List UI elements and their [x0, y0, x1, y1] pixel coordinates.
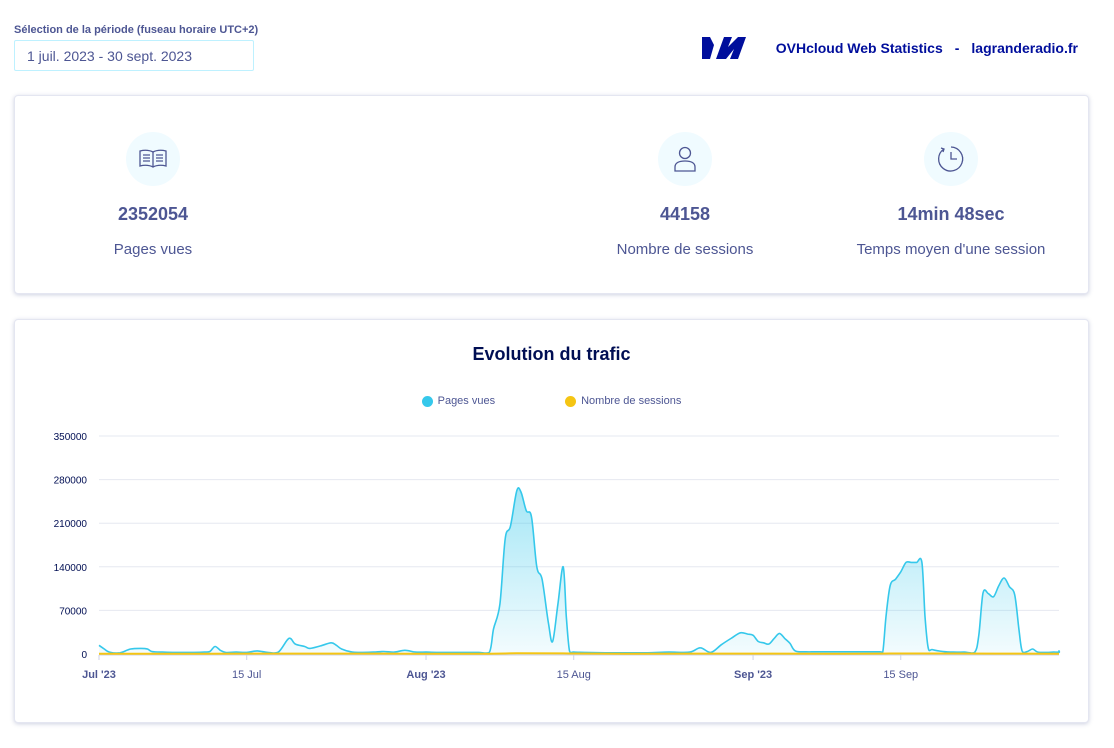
legend-item-page-views[interactable]: Pages vues	[421, 395, 496, 407]
y-tick-label: 280000	[54, 476, 88, 487]
x-tick-label: 15 Sep	[883, 669, 918, 681]
brand-separator: -	[954, 40, 960, 56]
x-tick-label: 15 Jul	[232, 669, 261, 681]
brand-header: OVHcloud Web Statistics - lagranderadio.…	[700, 34, 1078, 62]
stat-page-views: 2352054 Pages vues	[23, 132, 283, 258]
y-tick-label: 210000	[54, 519, 88, 530]
x-tick-label: 15 Aug	[557, 669, 591, 681]
stat-value: 2352054	[117, 204, 189, 224]
stat-icon-circle	[126, 132, 180, 186]
stats-card: 2352054 Pages vues 44158 Nombre de sessi…	[14, 95, 1089, 294]
y-tick-label: 350000	[54, 432, 88, 443]
stat-value: 44158	[659, 204, 711, 224]
legend-dot	[421, 395, 433, 407]
stat-icon-circle	[658, 132, 712, 186]
book-icon	[139, 149, 167, 168]
user-icon	[674, 146, 696, 172]
stat-label: Pages vues	[113, 241, 193, 258]
x-tick-label: Aug '23	[406, 669, 445, 681]
brand-title: OVHcloud Web Statistics	[775, 40, 943, 56]
y-tick-label: 140000	[54, 563, 88, 574]
traffic-chart-card: Evolution du trafic Pages vues Nombre de…	[14, 319, 1089, 723]
y-tick-label: 70000	[59, 606, 87, 617]
y-tick-label: 0	[81, 650, 87, 661]
chart-title: Evolution du trafic	[472, 344, 631, 364]
legend-dot	[565, 395, 577, 407]
stat-session-duration: 14min 48sec Temps moyen d'une session	[821, 132, 1081, 258]
clock-icon	[938, 146, 964, 172]
x-tick-label: Sep '23	[734, 669, 772, 681]
stat-value: 14min 48sec	[897, 204, 1005, 224]
stat-label: Temps moyen d'une session	[856, 241, 1046, 258]
series-line-sessions	[99, 652, 1060, 655]
ovhcloud-logo-icon	[701, 37, 746, 59]
series-area-page-views	[99, 487, 1060, 654]
legend-label: Pages vues	[437, 395, 496, 407]
traffic-chart: 0 70000 140000 210000 280000 350000 Jul '23 15 …	[54, 432, 1061, 681]
stat-icon-circle	[924, 132, 978, 186]
brand-domain: lagranderadio.fr	[971, 40, 1078, 56]
stat-label: Nombre de sessions	[616, 241, 754, 258]
period-label: Sélection de la période (fuseau horaire …	[14, 24, 259, 36]
period-input[interactable]	[14, 40, 254, 71]
x-tick-label: Jul '23	[82, 669, 116, 681]
legend-item-sessions[interactable]: Nombre de sessions	[565, 395, 681, 407]
chart-legend: Pages vues Nombre de sessions	[15, 395, 1088, 407]
stat-sessions: 44158 Nombre de sessions	[555, 132, 815, 258]
legend-label: Nombre de sessions	[581, 395, 682, 407]
